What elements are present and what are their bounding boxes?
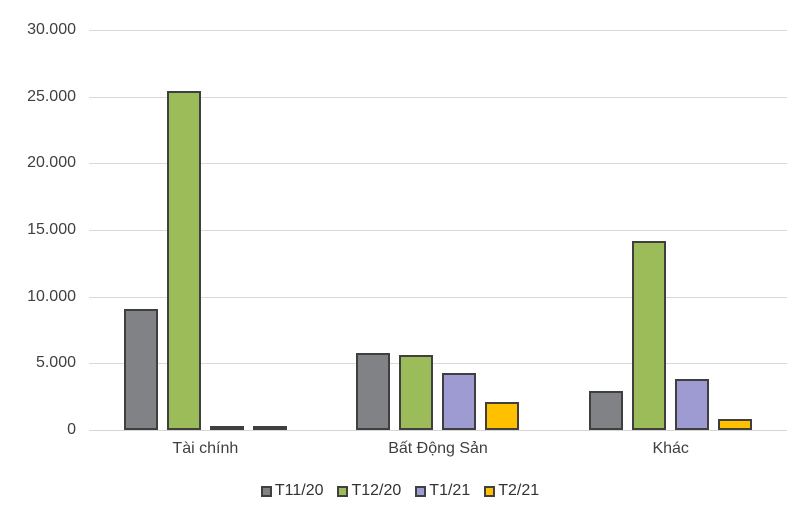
bar-series-3-category-0 bbox=[252, 426, 287, 430]
bar-series-1-category-1 bbox=[399, 355, 434, 430]
bar-group bbox=[123, 91, 287, 430]
legend-marker-icon bbox=[484, 485, 496, 497]
gridline bbox=[89, 163, 787, 165]
y-axis-tick-label: 0 bbox=[67, 421, 76, 438]
legend-item: T1/21 bbox=[415, 482, 470, 500]
legend-label: T11/20 bbox=[274, 482, 324, 499]
legend-item: T2/21 bbox=[484, 482, 539, 500]
gridline bbox=[89, 230, 787, 231]
y-axis-tick-label: 15.000 bbox=[27, 221, 76, 238]
bar-group bbox=[589, 240, 753, 430]
y-axis-tick-label: 30.000 bbox=[27, 21, 76, 38]
bar-series-2-category-0 bbox=[209, 426, 244, 430]
bar-series-3-category-1 bbox=[485, 402, 520, 430]
legend-label: T1/21 bbox=[429, 482, 471, 499]
bar-series-3-category-2 bbox=[718, 419, 753, 430]
bar-series-1-category-0 bbox=[166, 91, 201, 430]
legend: T11/20 T12/20 T1/21 T2/21 bbox=[0, 482, 800, 500]
legend-marker-icon bbox=[337, 485, 349, 497]
gridline bbox=[89, 430, 787, 431]
legend-marker-icon bbox=[415, 485, 427, 497]
bar-series-2-category-1 bbox=[442, 372, 477, 430]
legend-label: T12/20 bbox=[351, 482, 402, 499]
bar-series-1-category-2 bbox=[632, 240, 667, 430]
gridline bbox=[89, 296, 787, 298]
bar-series-0-category-0 bbox=[123, 308, 158, 430]
legend-item: T12/20 bbox=[337, 482, 401, 500]
plot-area bbox=[89, 30, 787, 431]
gridline bbox=[89, 363, 787, 365]
gridline bbox=[89, 96, 787, 98]
x-axis: Tài chính Bất Động Sản Khác bbox=[89, 440, 787, 458]
y-axis-tick-label: 10.000 bbox=[27, 287, 76, 305]
bar-group bbox=[356, 352, 520, 430]
x-axis-category-label: Bất Động Sản bbox=[388, 440, 488, 457]
bar-series-2-category-2 bbox=[675, 379, 710, 430]
bar-groups-container bbox=[89, 30, 787, 430]
bar-series-0-category-2 bbox=[589, 391, 624, 430]
x-axis-category-label: Tài chính bbox=[172, 440, 239, 457]
legend-label: T2/21 bbox=[498, 482, 540, 499]
bar-series-0-category-1 bbox=[356, 352, 391, 430]
legend-item: T11/20 bbox=[260, 482, 324, 500]
legend-marker-icon bbox=[260, 485, 272, 497]
y-axis-tick-label: 20.000 bbox=[27, 154, 76, 172]
y-axis: 0 5.000 10.000 15.000 20.000 25.000 30.000 bbox=[0, 21, 76, 438]
gridline bbox=[89, 30, 787, 31]
x-axis-category-label: Khác bbox=[652, 440, 689, 457]
y-axis-tick-label: 5.000 bbox=[35, 354, 76, 372]
y-axis-tick-label: 25.000 bbox=[27, 87, 76, 105]
